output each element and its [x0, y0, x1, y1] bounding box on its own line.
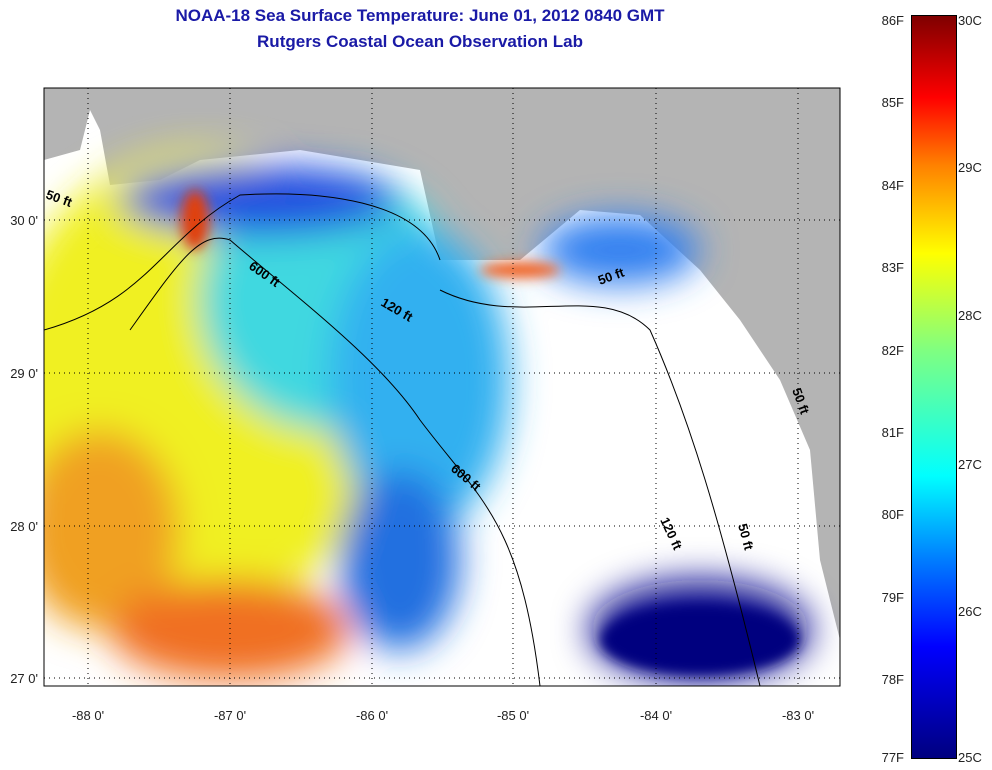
colorbar-c-label: 28C: [958, 308, 982, 323]
colorbar-f-label: 86F: [881, 13, 904, 28]
colorbar-c-label: 27C: [958, 457, 982, 472]
contour-120ft: [44, 193, 441, 331]
lat-tick-label: 28 0': [10, 519, 38, 534]
contour-label: 50 ft: [735, 522, 757, 552]
colorbar-f-label: 78F: [881, 672, 904, 687]
lat-tick-label: 30 0': [10, 213, 38, 228]
lon-tick-label: -86 0': [356, 708, 388, 723]
map-title: NOAA-18 Sea Surface Temperature: June 01…: [175, 6, 665, 25]
colorbar-c-label: 25C: [958, 750, 982, 765]
colorbar-c-label: 30C: [958, 13, 982, 28]
colorbar-c-label: 29C: [958, 160, 982, 175]
map-subtitle: Rutgers Coastal Ocean Observation Lab: [257, 32, 583, 51]
colorbar-f-label: 82F: [881, 343, 904, 358]
colorbar-f-label: 77F: [881, 750, 904, 765]
lat-tick-label: 27 0': [10, 671, 38, 686]
cold-patch: [600, 605, 800, 675]
contour-600ft: [129, 237, 541, 686]
colorbar: [911, 15, 957, 759]
colorbar-c-label: 26C: [958, 604, 982, 619]
lon-tick-label: -85 0': [497, 708, 529, 723]
colorbar-f-label: 81F: [881, 425, 904, 440]
lon-tick-label: -83 0': [782, 708, 814, 723]
colorbar-f-label: 83F: [881, 260, 904, 275]
colorbar-f-label: 85F: [881, 95, 904, 110]
lon-tick-label: -84 0': [640, 708, 672, 723]
colorbar-f-label: 80F: [881, 507, 904, 522]
lon-tick-label: -87 0': [214, 708, 246, 723]
lat-tick-label: 29 0': [10, 366, 38, 381]
colorbar-f-label: 79F: [881, 590, 904, 605]
colorbar-f-label: 84F: [881, 178, 904, 193]
lon-tick-label: -88 0': [72, 708, 104, 723]
warm-patch: [480, 262, 560, 278]
map-frame: [43, 87, 841, 687]
